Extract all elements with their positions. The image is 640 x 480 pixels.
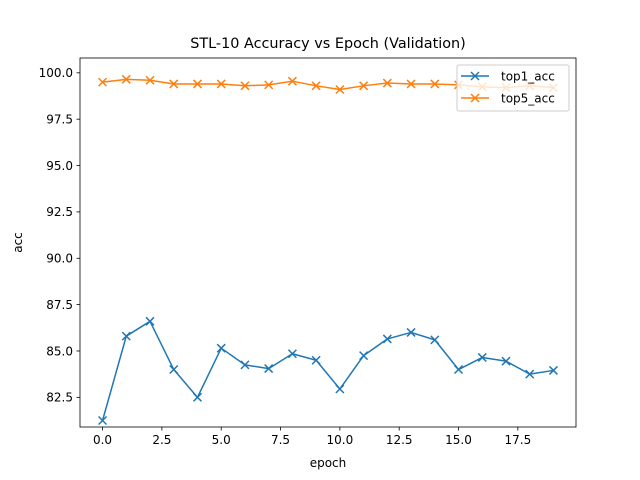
data-point-top1_acc: [501, 356, 511, 366]
legend-marker-top1_acc: [470, 71, 480, 81]
data-point-top1_acc: [121, 331, 131, 341]
x-axis-label: epoch: [310, 456, 347, 470]
data-point-top5_acc: [359, 81, 369, 91]
data-point-top1_acc: [477, 352, 487, 362]
data-point-top1_acc: [548, 365, 558, 375]
data-point-top5_acc: [169, 79, 179, 89]
data-point-top5_acc: [287, 76, 297, 86]
legend-label-top1_acc: top1_acc: [501, 69, 555, 83]
x-tick-label: 10.0: [327, 433, 354, 447]
data-point-top1_acc: [453, 364, 464, 375]
axis-ticks: 0.0 2.5 5.0 7.5 10.0 12.5 15.0 17.5 82.5 85.0 87.5…: [39, 66, 532, 447]
data-point-top1_acc: [430, 335, 440, 345]
data-point-top1_acc: [335, 384, 345, 394]
data-point-top5_acc: [98, 77, 108, 87]
y-tick-label: 97.5: [46, 112, 73, 126]
data-point-top1_acc: [287, 349, 297, 359]
data-point-top1_acc: [382, 334, 392, 344]
data-point-top1_acc: [98, 415, 108, 426]
data-point-top1_acc: [192, 392, 203, 402]
legend-label-top5_acc: top5_acc: [501, 91, 555, 105]
y-tick-label: 82.5: [46, 391, 73, 405]
y-tick-label: 92.5: [46, 205, 73, 219]
data-point-top5_acc: [430, 79, 440, 89]
legend-marker-top5_acc: [470, 93, 480, 103]
data-point-top1_acc: [169, 364, 179, 375]
y-tick-label: 100.0: [39, 66, 73, 80]
data-point-top1_acc: [145, 316, 155, 326]
x-tick-label: 15.0: [445, 433, 472, 447]
x-tick-label: 2.5: [152, 433, 171, 447]
y-tick-label: 85.0: [46, 344, 73, 358]
plot-frame: [79, 57, 577, 428]
legend: top1_acc top5_acc: [456, 64, 570, 112]
data-point-top5_acc: [335, 84, 345, 95]
chart-title: STL-10 Accuracy vs Epoch (Validation): [190, 36, 466, 52]
x-tick-label: 5.0: [212, 433, 231, 447]
data-point-top1_acc: [406, 327, 416, 337]
y-axis-label: acc: [11, 232, 25, 253]
data-point-top5_acc: [145, 75, 155, 85]
data-point-top1_acc: [525, 369, 535, 379]
data-point-top5_acc: [382, 78, 392, 88]
data-point-top5_acc: [311, 81, 321, 91]
x-tick-label: 17.5: [504, 433, 531, 447]
data-point-top5_acc: [192, 79, 203, 89]
y-tick-label: 90.0: [46, 252, 73, 266]
series-line-top1_acc: [101, 320, 554, 421]
data-point-top1_acc: [240, 360, 250, 370]
x-tick-label: 0.0: [93, 433, 112, 447]
data-point-top1_acc: [216, 343, 226, 353]
data-point-top5_acc: [240, 81, 250, 91]
data-point-top1_acc: [359, 351, 369, 361]
y-tick-label: 87.5: [46, 298, 73, 312]
data-point-top1_acc: [311, 355, 321, 365]
data-point-top5_acc: [216, 79, 226, 89]
x-tick-label: 7.5: [271, 433, 290, 447]
data-point-top5_acc: [121, 74, 131, 84]
data-point-top5_acc: [406, 79, 416, 89]
x-tick-label: 12.5: [386, 433, 413, 447]
y-tick-label: 95.0: [46, 159, 73, 173]
data-point-top5_acc: [264, 80, 274, 90]
data-point-top1_acc: [264, 364, 274, 374]
